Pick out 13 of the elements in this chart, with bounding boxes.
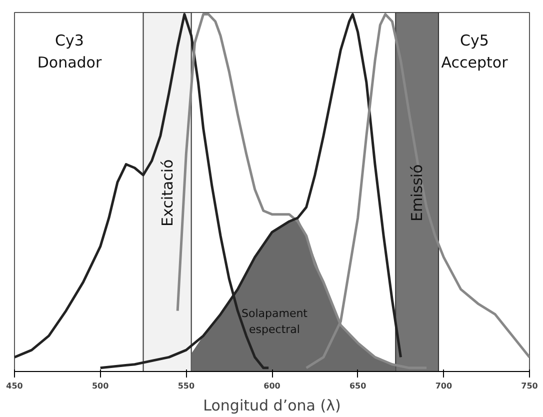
x-tick-label: 650 [349,382,367,390]
x-tick-label: 600 [264,382,281,390]
x-tick-label: 500 [92,382,110,390]
x-axis-title: Longitud d’ona (λ) [203,396,341,414]
annotation: Cy3 Donador [37,32,102,72]
x-tick-label: 750 [521,382,538,390]
x-tick-label: 550 [178,382,195,390]
annotation: Cy5 Acceptor [441,32,509,72]
x-tick-label: 450 [6,382,24,390]
band-label: Emissió [408,164,426,222]
annotation: Solapament espectral [242,307,308,336]
x-tick-label: 700 [435,382,452,390]
band-label: Excitació [158,159,176,226]
